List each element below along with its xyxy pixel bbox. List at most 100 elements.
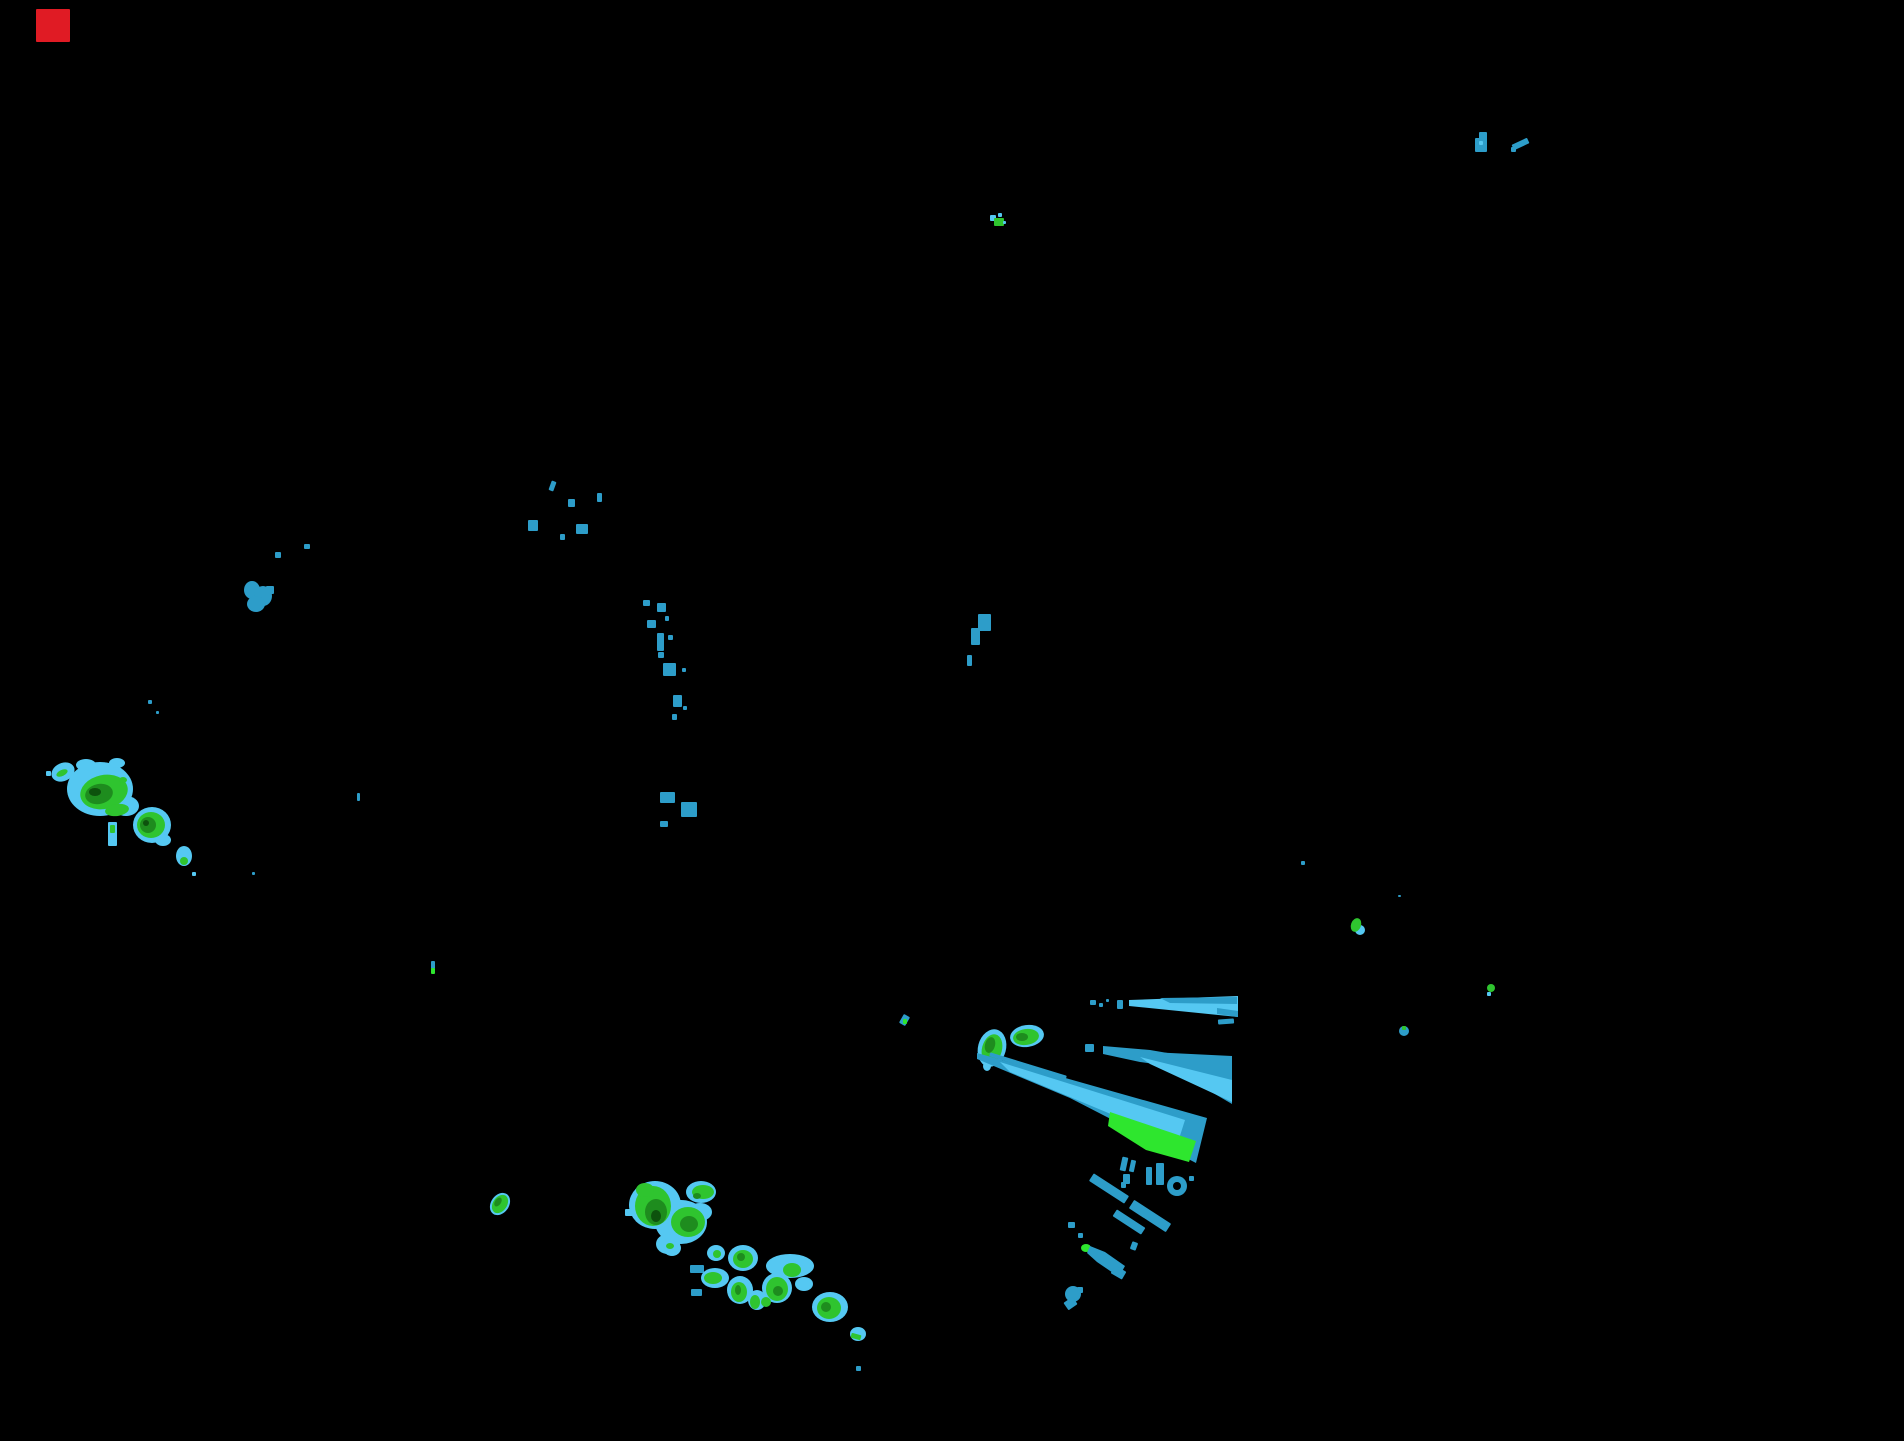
radar-beam-wedge <box>1160 997 1237 1004</box>
precip-speck <box>971 628 980 645</box>
precip-speck <box>548 480 557 492</box>
precip-speck <box>673 695 682 707</box>
precip-cell-body <box>1350 918 1362 932</box>
precip-speck <box>568 499 575 507</box>
precip-cell-body <box>783 1263 801 1277</box>
precip-speck <box>994 218 1004 226</box>
clutter-speck <box>1130 1241 1138 1251</box>
clutter-speck <box>1121 1182 1126 1188</box>
precip-speck <box>1003 221 1006 224</box>
precip-cell-core <box>693 1193 701 1199</box>
precip-cell-body <box>750 1295 760 1309</box>
precip-cell-body <box>56 769 68 777</box>
precip-speck <box>681 802 697 817</box>
precip-speck <box>275 552 281 558</box>
precip-speck <box>657 633 664 651</box>
precip-speck <box>1511 138 1530 150</box>
clutter-ring-hole <box>1173 1182 1181 1190</box>
precip-speck <box>658 652 664 658</box>
radar-beam-segment <box>1129 1200 1171 1232</box>
precip-speck <box>663 663 676 676</box>
precip-speck <box>560 534 565 540</box>
precip-speck <box>1398 895 1401 897</box>
precip-speck <box>1479 132 1487 141</box>
precip-cell-core <box>1016 1033 1028 1041</box>
precip-cell-fringe <box>109 758 125 768</box>
clutter-speck <box>1189 1176 1194 1181</box>
precip-cell-body <box>704 1272 722 1284</box>
precip-cell-body <box>761 1297 771 1307</box>
precip-speck <box>357 793 360 801</box>
precip-cell-core <box>143 820 149 826</box>
precip-speck <box>431 961 435 969</box>
precip-speck <box>1487 992 1491 996</box>
precip-speck <box>304 544 310 549</box>
precip-cell-core <box>984 1037 996 1053</box>
precip-cell-core <box>89 788 101 796</box>
precip-cell-body <box>636 1183 654 1197</box>
precip-speck <box>967 655 972 666</box>
precip-cell-body <box>105 803 129 817</box>
clutter-speck <box>1077 1287 1083 1293</box>
precip-speck <box>647 620 656 628</box>
radar-beam-segment <box>1089 1173 1129 1204</box>
precip-cell-body <box>1487 984 1495 992</box>
precip-speck <box>625 1209 633 1216</box>
precip-speck <box>657 603 666 612</box>
clutter-speck <box>1123 1174 1130 1184</box>
precip-cell-core <box>773 1286 783 1296</box>
radar-beam-wedge <box>1217 1008 1238 1017</box>
precip-cell-body <box>119 777 127 783</box>
precip-speck <box>1090 1000 1096 1005</box>
red-indicator <box>36 9 70 42</box>
precip-cell-body <box>850 1333 862 1340</box>
precip-cell-body <box>713 1250 721 1258</box>
precip-cell-body <box>666 1243 674 1249</box>
precip-speck <box>148 700 152 704</box>
precip-cell-body <box>180 857 188 865</box>
clutter-speck <box>1110 1265 1127 1280</box>
precip-speck <box>903 1019 907 1024</box>
radar-beam-segment <box>989 1052 1067 1080</box>
precip-speck <box>431 968 435 974</box>
precip-speck <box>856 1366 861 1371</box>
precip-speck <box>660 821 668 827</box>
precip-speck <box>660 792 675 803</box>
precip-speck <box>643 600 650 606</box>
precip-speck <box>192 872 196 876</box>
clutter-speck <box>1068 1222 1075 1228</box>
precip-speck <box>690 1265 704 1273</box>
precip-speck <box>1085 1044 1094 1052</box>
precip-speck <box>1301 861 1305 865</box>
precip-speck <box>668 635 673 640</box>
precip-cell-fringe <box>795 1277 813 1291</box>
precip-speck <box>665 616 669 621</box>
precip-speck <box>682 668 686 672</box>
precip-speck <box>1106 999 1109 1002</box>
clutter-speck <box>1078 1233 1083 1238</box>
precip-speck <box>1099 1003 1103 1007</box>
precip-speck <box>691 1289 702 1296</box>
clutter-speck <box>1146 1167 1152 1185</box>
precip-cell-fringe <box>76 759 96 771</box>
precip-cell-fringe <box>155 834 171 846</box>
precip-cell-core <box>735 1285 741 1295</box>
precip-speck <box>156 711 159 714</box>
clutter-speck <box>1128 1159 1137 1173</box>
precip-speck <box>528 520 538 531</box>
clutter-speck <box>1156 1163 1164 1185</box>
precip-cluster <box>247 596 265 612</box>
clutter-speck <box>1063 1297 1078 1310</box>
radar-beam-green-streak <box>1108 1112 1196 1162</box>
precip-cell-core <box>737 1253 745 1261</box>
precip-cell-core <box>494 1197 502 1207</box>
precip-speck <box>683 706 687 710</box>
radar-beam-segment <box>1217 1018 1235 1025</box>
precip-cluster <box>266 586 274 594</box>
precip-speck <box>576 524 588 534</box>
precip-cell-core <box>680 1216 698 1232</box>
precip-cell-core <box>651 1210 661 1222</box>
precip-speck <box>998 213 1002 217</box>
precip-cell-body <box>110 825 115 833</box>
